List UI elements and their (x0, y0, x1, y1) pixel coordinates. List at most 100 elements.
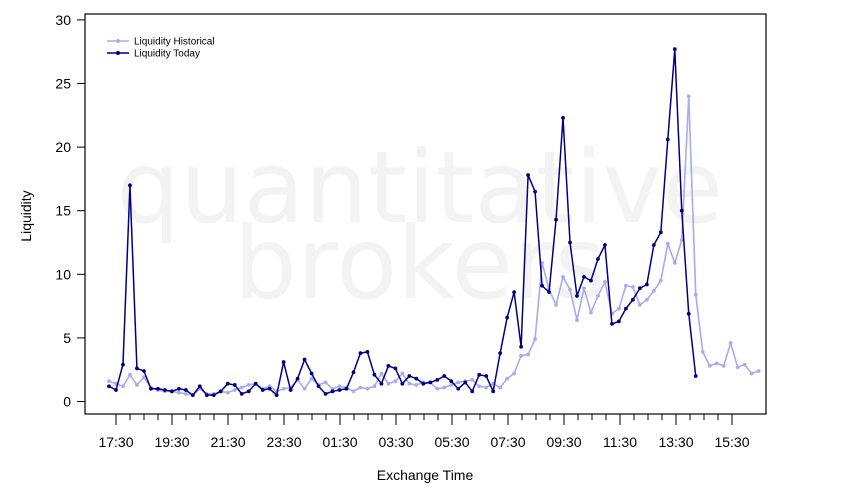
data-point (651, 243, 656, 247)
data-point (582, 274, 586, 279)
data-point (519, 353, 524, 358)
data-point (281, 386, 286, 391)
data-point (693, 292, 698, 297)
data-point (246, 383, 251, 387)
data-point (700, 349, 705, 354)
data-point (442, 385, 447, 390)
data-point (337, 384, 342, 389)
data-point (589, 278, 593, 283)
data-point (407, 381, 412, 386)
data-point (176, 390, 181, 395)
data-point (658, 230, 663, 235)
data-point (142, 369, 146, 373)
watermark-line-2: brokers (234, 205, 607, 322)
data-point (372, 372, 377, 377)
data-point (330, 389, 335, 394)
data-point (449, 379, 454, 384)
data-point (672, 47, 677, 52)
watermark-line-1: quantitative (117, 129, 724, 246)
data-point (491, 389, 496, 394)
data-point (721, 363, 726, 368)
data-point (323, 391, 328, 396)
data-point (156, 386, 160, 391)
data-point (400, 381, 405, 386)
data-point (204, 393, 209, 398)
y-tick-label: 0 (63, 394, 71, 410)
y-tick-label: 30 (55, 12, 71, 28)
data-point (658, 278, 663, 283)
data-point (686, 94, 691, 99)
data-point (211, 393, 216, 398)
x-tick-label: 01:30 (322, 434, 357, 450)
data-point (414, 383, 419, 387)
x-tick-label: 09:30 (546, 434, 581, 450)
data-point (232, 383, 237, 387)
data-point (477, 372, 482, 377)
data-point (435, 386, 440, 391)
data-point (107, 379, 111, 384)
data-point (561, 115, 565, 120)
data-point (596, 294, 600, 298)
x-tick-label: 21:30 (210, 434, 245, 450)
data-point (281, 360, 286, 364)
data-point (526, 352, 530, 357)
x-tick-label: 15:30 (714, 434, 749, 450)
data-point (533, 189, 537, 194)
data-point (128, 183, 132, 188)
data-point (309, 371, 314, 376)
data-point (267, 386, 272, 391)
data-point (288, 388, 293, 392)
data-point (239, 391, 244, 396)
data-point (274, 393, 279, 398)
data-point (707, 363, 712, 368)
y-tick-label: 5 (63, 330, 71, 346)
data-point (190, 393, 195, 398)
x-tick-label: 07:30 (490, 434, 525, 450)
y-tick-label: 15 (55, 203, 71, 219)
x-tick-label: 05:30 (434, 434, 469, 450)
x-tick-label: 17:30 (98, 434, 133, 450)
data-point (679, 208, 684, 213)
data-point (358, 385, 363, 390)
data-point (617, 306, 621, 311)
data-point (428, 380, 433, 385)
data-point (225, 390, 230, 395)
data-point (225, 381, 230, 386)
data-point (610, 322, 614, 326)
data-point (686, 311, 691, 316)
data-point (456, 380, 461, 385)
data-point (693, 374, 698, 378)
data-point (372, 384, 377, 389)
data-point (742, 362, 747, 367)
data-point (596, 257, 600, 261)
data-point (540, 283, 544, 288)
data-point (107, 384, 111, 389)
data-point (344, 386, 349, 391)
y-axis-title: Liquidity (18, 190, 34, 241)
data-point (162, 388, 167, 392)
y-tick-label: 25 (55, 76, 71, 92)
data-point (637, 302, 642, 307)
data-point (246, 389, 251, 394)
legend-today-marker (116, 51, 120, 55)
data-point (665, 241, 670, 246)
data-point (470, 389, 475, 394)
data-point (449, 383, 454, 387)
data-point (714, 361, 719, 366)
data-point (379, 371, 384, 376)
data-point (121, 362, 125, 367)
data-point (519, 344, 524, 349)
data-point (630, 285, 635, 289)
data-point (421, 381, 426, 386)
data-point (456, 386, 461, 391)
data-point (575, 294, 579, 298)
data-point (470, 377, 475, 382)
data-point (512, 371, 517, 376)
data-point (623, 306, 628, 311)
data-point (644, 282, 649, 287)
legend-historical-marker (116, 39, 120, 43)
data-point (135, 366, 139, 371)
data-point (407, 374, 412, 378)
data-point (589, 310, 593, 315)
x-tick-label: 23:30 (266, 434, 301, 450)
